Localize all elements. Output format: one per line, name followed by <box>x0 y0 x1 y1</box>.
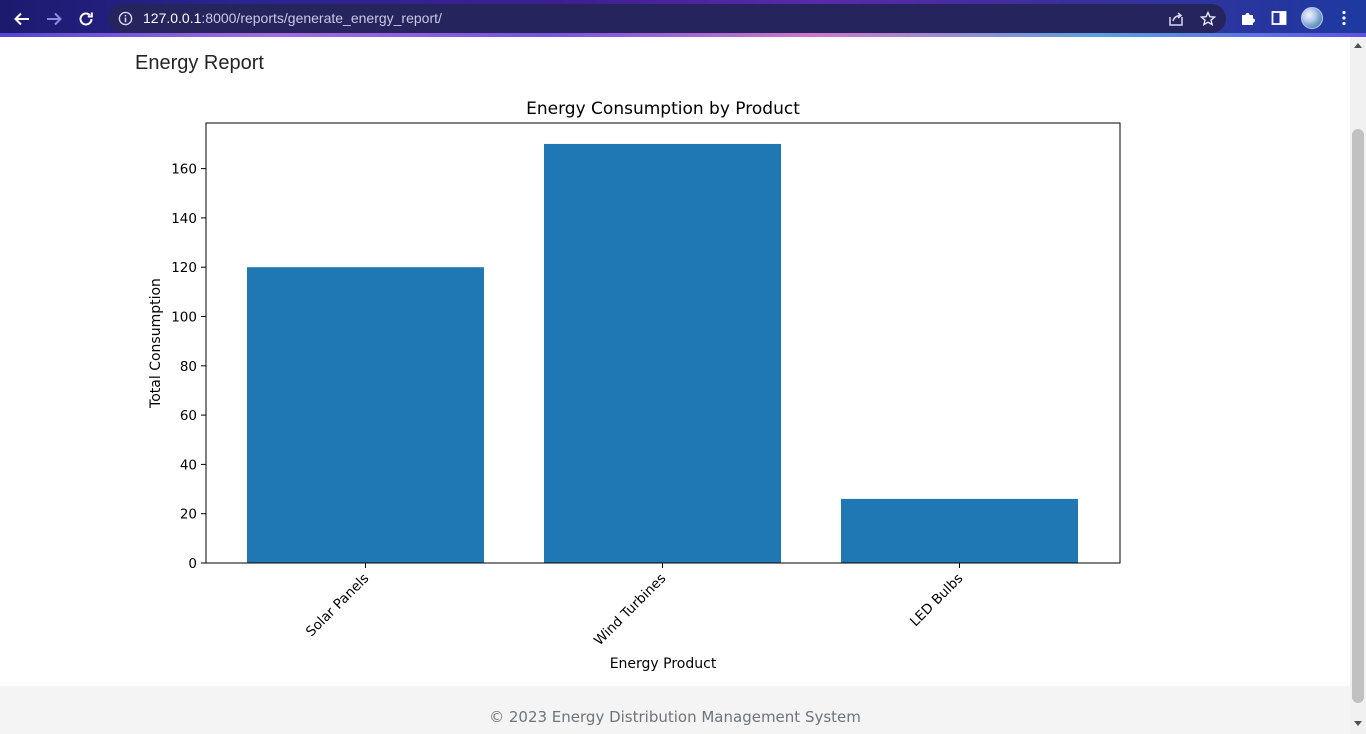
address-bar[interactable]: 127.0.0.1:8000/reports/generate_energy_r… <box>108 4 1226 33</box>
bar <box>247 267 484 563</box>
y-tick-label: 140 <box>171 211 197 227</box>
y-tick-label: 80 <box>180 359 197 375</box>
bar <box>841 498 1078 563</box>
info-icon[interactable] <box>118 11 133 26</box>
scroll-up-arrow-icon[interactable] <box>1354 43 1362 48</box>
reload-icon <box>79 12 93 26</box>
bar <box>544 143 781 563</box>
url-host: 127.0.0.1 <box>143 10 202 26</box>
kebab-menu-icon[interactable] <box>1335 9 1353 27</box>
y-tick-label: 100 <box>171 310 197 326</box>
side-panel-icon[interactable] <box>1270 9 1288 27</box>
back-button[interactable] <box>11 8 33 30</box>
arrow-right-icon <box>47 12 62 26</box>
arrow-left-icon <box>14 12 29 26</box>
share-icon[interactable] <box>1168 11 1184 27</box>
y-tick-label: 60 <box>180 408 197 424</box>
reload-button[interactable] <box>75 8 97 30</box>
y-tick-label: 20 <box>180 507 197 523</box>
forward-button[interactable] <box>43 8 65 30</box>
x-tick-label: LED Bulbs <box>907 571 966 630</box>
profile-avatar[interactable] <box>1301 7 1323 29</box>
footer-text: © 2023 Energy Distribution Management Sy… <box>489 708 861 726</box>
footer: © 2023 Energy Distribution Management Sy… <box>0 686 1350 734</box>
url-text[interactable]: 127.0.0.1:8000/reports/generate_energy_r… <box>143 10 442 26</box>
y-tick-label: 120 <box>171 260 197 276</box>
scroll-thumb[interactable] <box>1352 129 1364 703</box>
y-tick-label: 40 <box>180 457 197 473</box>
page-content: Energy Report Energy Consumption by Prod… <box>0 37 1350 734</box>
url-path: :8000/reports/generate_energy_report/ <box>201 10 442 26</box>
y-axis-label: Total Consumption <box>148 278 164 409</box>
bar-chart: Energy Consumption by Product 0 20 40 60 80 10… <box>148 99 1121 672</box>
puzzle-icon[interactable] <box>1239 9 1257 27</box>
y-tick-label: 0 <box>188 556 197 572</box>
page-title: Energy Report <box>135 52 264 74</box>
star-icon[interactable] <box>1200 11 1216 27</box>
x-tick-label: Solar Panels <box>303 571 372 640</box>
y-tick-label: 160 <box>171 162 197 178</box>
vertical-scrollbar[interactable] <box>1350 37 1366 734</box>
scroll-down-arrow-icon[interactable] <box>1354 721 1362 726</box>
chart-container: Energy Consumption by Product 0 20 40 60 80 10… <box>130 92 1190 682</box>
x-axis-label: Energy Product <box>610 656 717 672</box>
chart-title: Energy Consumption by Product <box>526 99 800 119</box>
browser-toolbar: 127.0.0.1:8000/reports/generate_energy_r… <box>0 0 1366 37</box>
x-tick-label: Wind Turbines <box>591 571 669 649</box>
